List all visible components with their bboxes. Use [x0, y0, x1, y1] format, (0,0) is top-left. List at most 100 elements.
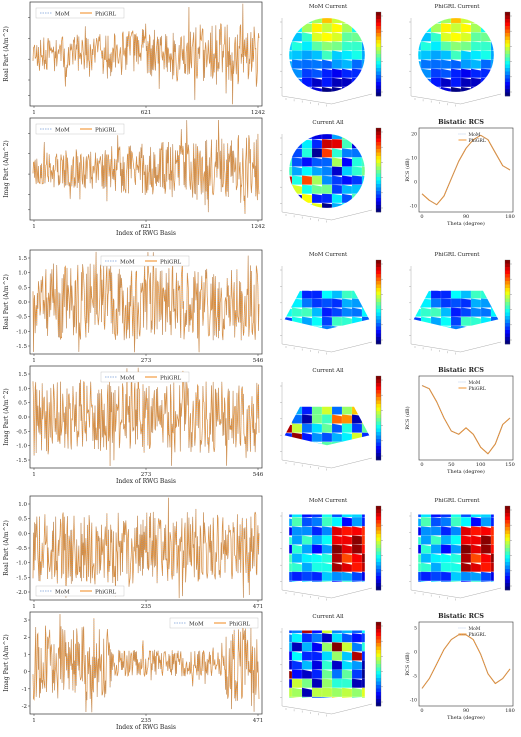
mesh-patch	[321, 59, 333, 69]
mesh-patch	[351, 290, 363, 299]
mesh-patch	[460, 41, 472, 51]
y-tick-label: 0.5	[18, 401, 27, 407]
colorbar-segment	[376, 205, 381, 209]
mesh-patch	[351, 175, 363, 185]
mesh-patch	[291, 535, 303, 545]
mesh-patch	[430, 316, 442, 326]
mesh-patch	[351, 32, 363, 42]
mesh-patch	[311, 18, 323, 24]
current-surface	[418, 18, 494, 92]
colorbar-segment	[505, 555, 510, 559]
legend-mom-label: MoM	[120, 376, 135, 382]
mesh-patch	[351, 441, 363, 446]
colorbar-segment	[376, 288, 381, 292]
mesh-patch	[311, 148, 323, 158]
mesh-patch	[341, 175, 353, 185]
colorbar-segment	[376, 131, 381, 136]
colorbar-segment	[376, 92, 381, 97]
colorbar-segment	[376, 527, 381, 531]
mesh-patch	[361, 630, 365, 634]
mesh-patch	[351, 193, 363, 204]
mesh-patch	[413, 325, 422, 330]
mesh-patch	[490, 571, 494, 582]
surface-plot-title: PhiGRL Current	[435, 498, 481, 504]
colorbar-segment	[505, 47, 510, 51]
mesh-patch	[361, 660, 365, 670]
mesh-patch	[361, 41, 365, 51]
axes-box	[281, 382, 373, 469]
mesh-patch	[331, 432, 343, 442]
mesh-patch	[291, 630, 303, 634]
rcs-x-tick-label: 0	[420, 462, 423, 468]
mesh-patch	[289, 696, 293, 698]
mesh-patch	[451, 280, 461, 289]
mesh-patch	[311, 687, 323, 698]
mesh-patch	[440, 77, 452, 88]
mesh-patch	[450, 562, 462, 572]
mesh-patch	[341, 516, 353, 527]
colorbar-segment	[376, 149, 381, 153]
mesh-patch	[289, 642, 293, 652]
mom-series-line	[32, 3, 260, 105]
x-tick-label: 621	[141, 224, 152, 230]
colorbar-segment	[376, 68, 381, 72]
mesh-patch	[361, 514, 365, 518]
mesh-patch	[418, 68, 422, 78]
colorbar-segment	[376, 520, 381, 524]
mesh-patch	[289, 580, 293, 582]
mesh-patch	[361, 651, 365, 661]
colorbar-segment	[505, 509, 510, 514]
mesh-patch	[311, 134, 323, 140]
colorbar-segment	[376, 418, 381, 422]
mesh-patch	[291, 59, 303, 69]
mesh-patch	[470, 59, 482, 69]
colorbar-segment	[505, 29, 510, 34]
mesh-patch	[413, 316, 422, 326]
mesh-patch	[301, 22, 313, 33]
mesh-patch	[418, 535, 422, 545]
colorbar-segment	[505, 506, 510, 510]
mesh-patch	[450, 68, 462, 78]
real-part-chart-2: Real Part (A/m^2) 1.0 0.5 0.0 -0.5 -1.0 -1.5 -2…	[3, 495, 263, 610]
mesh-patch	[322, 271, 332, 280]
mesh-patch	[450, 290, 462, 299]
colorbar-segment	[505, 586, 510, 591]
rcs-frame	[418, 375, 514, 461]
colorbar-segment	[505, 22, 510, 27]
colorbar-segment	[505, 527, 510, 531]
mesh-patch	[351, 630, 363, 634]
colorbar-segment	[505, 85, 510, 90]
mesh-patch	[460, 562, 472, 572]
mesh-patch	[291, 138, 303, 149]
x-tick-label: 235	[141, 718, 152, 724]
mesh-patch	[418, 514, 422, 518]
mesh-patch	[361, 571, 365, 582]
mesh-patch	[331, 630, 343, 634]
colorbar-segment	[376, 650, 381, 654]
mesh-patch	[289, 41, 293, 51]
mesh-patch	[450, 32, 462, 42]
mesh-patch	[289, 18, 293, 24]
colorbar-segment	[505, 295, 510, 299]
colorbar-segment	[376, 456, 381, 461]
mesh-patch	[311, 526, 323, 536]
mesh-patch	[291, 307, 303, 317]
colorbar-segment	[376, 184, 381, 188]
mesh-patch	[470, 571, 482, 582]
mesh-patch	[282, 335, 292, 344]
x-tick-label: 1242	[251, 110, 265, 116]
mesh-patch	[470, 290, 482, 299]
mesh-patch	[480, 59, 492, 69]
colorbar-segment	[376, 657, 381, 661]
colorbar-segment	[376, 449, 381, 454]
legend-mom-label: MoM	[55, 590, 70, 596]
colorbar-segment	[376, 277, 381, 282]
mesh-patch	[301, 432, 313, 442]
mesh-patch	[291, 77, 303, 88]
colorbar-frame	[504, 11, 511, 97]
mesh-patch	[321, 580, 333, 582]
mesh-patch	[362, 280, 372, 289]
colorbar-segment	[376, 170, 381, 174]
colorbar-segment	[376, 702, 381, 707]
colorbar-segment	[376, 681, 381, 686]
